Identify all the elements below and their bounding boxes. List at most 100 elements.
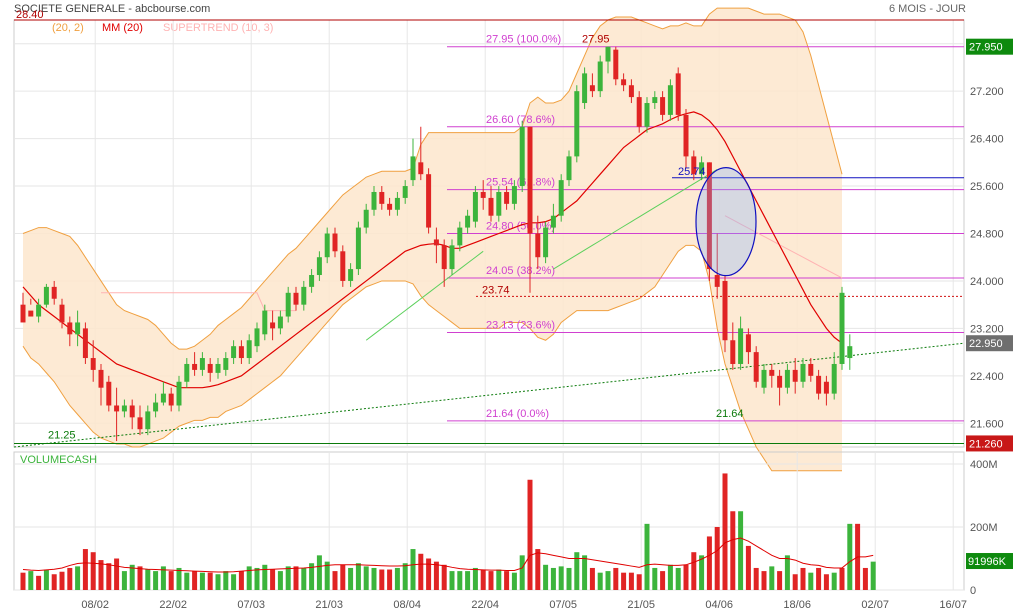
volume-bar[interactable] [543,564,549,590]
candle-body[interactable] [160,393,166,403]
volume-bar[interactable] [628,572,634,590]
candle-body[interactable] [277,316,283,329]
volume-bar[interactable] [675,567,681,590]
candle-body[interactable] [75,322,81,335]
volume-bar[interactable] [363,566,369,590]
candle-body[interactable] [137,417,143,430]
candle-body[interactable] [457,227,463,246]
candle-body[interactable] [784,369,790,388]
candle-body[interactable] [285,292,291,317]
volume-bar[interactable] [145,569,151,590]
volume-bar[interactable] [441,564,447,590]
candle-body[interactable] [511,186,517,204]
candle-body[interactable] [348,269,354,281]
candle-body[interactable] [145,411,151,430]
volume-bar[interactable] [176,567,182,590]
candle-body[interactable] [426,174,432,228]
candle-body[interactable] [480,191,486,198]
volume-bar[interactable] [769,566,775,590]
volume-bar[interactable] [777,571,783,590]
candle-body[interactable] [129,405,135,418]
candle-body[interactable] [207,363,213,373]
volume-bar[interactable] [199,572,205,590]
volume-bar[interactable] [808,572,814,590]
volume-bar[interactable] [504,571,510,590]
candle-body[interactable] [28,310,34,317]
candle-body[interactable] [184,363,190,382]
volume-bar[interactable] [153,571,159,590]
candle-body[interactable] [51,286,57,299]
candle-body[interactable] [90,358,96,370]
candle-body[interactable] [106,381,112,406]
candle-body[interactable] [800,363,806,382]
candle-body[interactable] [472,191,478,222]
volume-bar[interactable] [67,567,73,590]
volume-bar[interactable] [660,571,666,590]
candle-body[interactable] [410,156,416,181]
volume-bar[interactable] [636,574,642,590]
volume-bar[interactable] [816,567,822,590]
volume-bar[interactable] [340,564,346,590]
candle-body[interactable] [699,162,705,175]
candle-body[interactable] [433,239,439,246]
volume-bar[interactable] [738,511,744,590]
volume-bar[interactable] [402,563,408,590]
candle-body[interactable] [301,286,307,305]
volume-bar[interactable] [761,571,767,590]
candle-body[interactable] [449,245,455,270]
candle-body[interactable] [153,402,159,412]
volume-bar[interactable] [823,574,829,590]
candle-body[interactable] [168,393,174,406]
volume-bar[interactable] [745,545,751,590]
volume-bar[interactable] [215,574,221,590]
volume-bar[interactable] [691,552,697,590]
candle-body[interactable] [769,369,775,376]
candle-body[interactable] [792,369,798,382]
candle-body[interactable] [831,363,837,394]
volume-bar[interactable] [309,563,315,590]
volume-bar[interactable] [332,571,338,590]
volume-bar[interactable] [192,571,198,590]
candle-body[interactable] [636,97,642,127]
candle-body[interactable] [683,114,689,157]
volume-bar[interactable] [121,571,127,590]
candle-body[interactable] [847,346,853,359]
candle-body[interactable] [753,352,759,382]
candle-body[interactable] [691,156,697,175]
candle-body[interactable] [496,191,502,216]
candle-body[interactable] [589,85,595,92]
candle-body[interactable] [215,363,221,373]
candle-body[interactable] [488,197,494,216]
volume-bar[interactable] [839,567,845,590]
candle-body[interactable] [223,358,229,370]
candle-body[interactable] [823,381,829,394]
candle-body[interactable] [543,227,549,258]
volume-bar[interactable] [449,571,455,590]
volume-bar[interactable] [75,566,81,590]
volume-bar[interactable] [324,561,330,590]
candle-body[interactable] [270,322,276,329]
candle-body[interactable] [176,381,182,406]
candle-body[interactable] [628,85,634,98]
candle-body[interactable] [644,103,650,127]
volume-bar[interactable] [784,555,790,590]
volume-bar[interactable] [106,563,112,590]
volume-bar[interactable] [465,571,471,590]
volume-bar[interactable] [699,555,705,590]
volume-bar[interactable] [574,552,580,590]
volume-bar[interactable] [262,564,268,590]
volume-bar[interactable] [160,566,166,590]
candle-body[interactable] [402,186,408,198]
volume-bar[interactable] [722,473,728,590]
volume-bar[interactable] [714,527,720,590]
volume-bar[interactable] [51,574,57,590]
candle-body[interactable] [621,79,627,86]
candle-body[interactable] [738,328,744,364]
candle-body[interactable] [262,310,268,335]
candle-body[interactable] [745,334,751,353]
candle-body[interactable] [59,304,65,323]
volume-bar[interactable] [168,571,174,590]
candle-body[interactable] [371,191,377,210]
candle-body[interactable] [582,73,588,104]
